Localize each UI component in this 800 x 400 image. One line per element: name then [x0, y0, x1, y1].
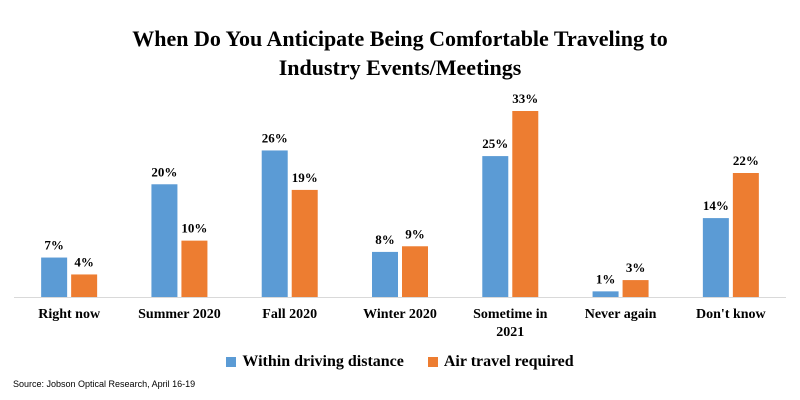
bar-driving-5: [592, 291, 619, 297]
category-label-2: Fall 2020: [262, 307, 317, 322]
bar-air-6: [732, 173, 759, 297]
data-label-air-2: 19%: [292, 170, 318, 185]
bar-air-5: [622, 280, 649, 297]
chart-legend: Within driving distance Air travel requi…: [0, 352, 800, 372]
data-label-driving-1: 20%: [151, 164, 177, 179]
source-label: Source: Jobson Optical Research: [13, 379, 148, 389]
data-label-air-1: 10%: [181, 221, 207, 236]
legend-item-air: Air travel required: [427, 352, 574, 372]
bar-air-2: [291, 189, 318, 297]
bar-driving-2: [261, 150, 288, 297]
category-label-5: Never again: [585, 307, 657, 322]
data-label-driving-6: 14%: [703, 198, 729, 213]
data-label-air-6: 22%: [733, 153, 759, 168]
bar-air-3: [402, 246, 428, 297]
legend-label-driving: Within driving distance: [242, 353, 404, 370]
data-label-driving-0: 7%: [44, 238, 64, 253]
category-label-4: Sometime in 2021: [473, 307, 547, 340]
data-label-air-0: 4%: [74, 254, 94, 269]
category-label-0: Right now: [38, 307, 101, 322]
category-label-3: Winter 2020: [363, 307, 437, 322]
category-label-6: Don't know: [696, 307, 767, 322]
legend-swatch-driving: [226, 357, 237, 367]
bar-air-0: [71, 274, 98, 297]
legend-swatch-air: [427, 357, 438, 367]
data-label-air-4: 33%: [512, 91, 538, 106]
category-label-1: Summer 2020: [138, 307, 221, 322]
bar-chart: 7% 4% Right now 20% 10% Summer 2020 26% 19% Fall…: [14, 91, 786, 340]
source-note: Source: Jobson Optical Research, April 1…: [13, 379, 195, 389]
bar-driving-6: [702, 218, 729, 297]
legend-item-driving: Within driving distance: [226, 352, 404, 372]
bar-driving-0: [41, 257, 68, 297]
bar-driving-3: [372, 251, 398, 297]
data-label-air-5: 3%: [626, 260, 646, 275]
data-label-driving-3: 8%: [375, 232, 395, 247]
data-label-air-3: 9%: [405, 226, 425, 241]
bar-air-4: [512, 111, 539, 297]
source-date: , April 16-19: [147, 379, 196, 389]
legend-label-air: Air travel required: [443, 353, 574, 370]
data-label-driving-5: 1%: [596, 271, 616, 286]
bar-driving-4: [482, 156, 509, 297]
chart-title: When Do You Anticipate Being Comfortable…: [0, 24, 800, 82]
bar-driving-1: [151, 184, 178, 297]
chart-title-line-1: When Do You Anticipate Being Comfortable…: [132, 26, 668, 51]
chart-title-line-2: Industry Events/Meetings: [278, 55, 522, 80]
data-label-driving-2: 26%: [262, 130, 288, 145]
bar-air-1: [181, 240, 208, 297]
data-label-driving-4: 25%: [482, 136, 508, 151]
